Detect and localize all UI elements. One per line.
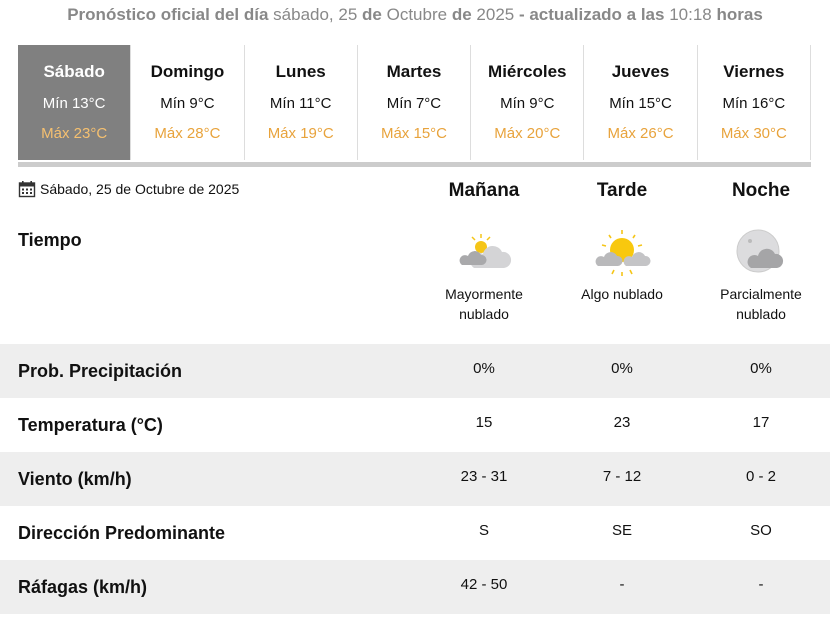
period-night: Noche <box>731 180 791 201</box>
date-text: Sábado, 25 de Octubre de 2025 <box>40 181 240 197</box>
tab-underline <box>18 162 811 167</box>
tab-miercoles[interactable]: Miércoles Mín 9°C Máx 20°C <box>471 45 585 160</box>
tab-lunes[interactable]: Lunes Mín 11°C Máx 19°C <box>245 45 358 160</box>
partly-cloudy-sun-icon <box>595 230 651 276</box>
period-morning: Mañana <box>448 180 520 201</box>
page-header: Pronóstico oficial del día sábado, 25 de… <box>67 5 763 24</box>
row-temperature: Temperatura (°C) 15 23 17 <box>18 414 770 435</box>
mostly-cloudy-day-icon <box>459 234 512 268</box>
row-wind: Viento (km/h) 23 - 31 7 - 12 0 - 2 <box>0 452 830 506</box>
selected-date: Sábado, 25 de Octubre de 2025 <box>18 180 239 198</box>
weather-label: Tiempo <box>18 230 82 250</box>
tab-jueves[interactable]: Jueves Mín 15°C Máx 26°C <box>584 45 698 160</box>
tab-domingo[interactable]: Domingo Mín 9°C Máx 28°C <box>131 45 245 160</box>
tab-viernes[interactable]: Viernes Mín 16°C Máx 30°C <box>698 45 811 160</box>
tab-sabado[interactable]: Sábado Mín 13°C Máx 23°C <box>18 45 132 160</box>
row-direction: Dirección Predominante S SE SO <box>18 522 772 543</box>
day-tabs: Sábado Mín 13°C Máx 23°C Domingo Mín 9°C Máx… <box>18 45 811 160</box>
partly-cloudy-night-icon <box>736 229 784 273</box>
weather-desc-morning: Mayormente nublado <box>445 286 523 322</box>
period-afternoon: Tarde <box>596 180 648 201</box>
weather-desc-afternoon: Algo nublado <box>581 286 663 302</box>
tab-martes[interactable]: Martes Mín 7°C Máx 15°C <box>358 45 472 160</box>
row-precipitation: Prob. Precipitación 0% 0% 0% <box>0 344 830 398</box>
calendar-icon <box>18 181 36 198</box>
weather-desc-night: Parcialmente nublado <box>720 286 802 322</box>
row-gusts: Ráfagas (km/h) 42 - 50- - <box>0 560 830 614</box>
